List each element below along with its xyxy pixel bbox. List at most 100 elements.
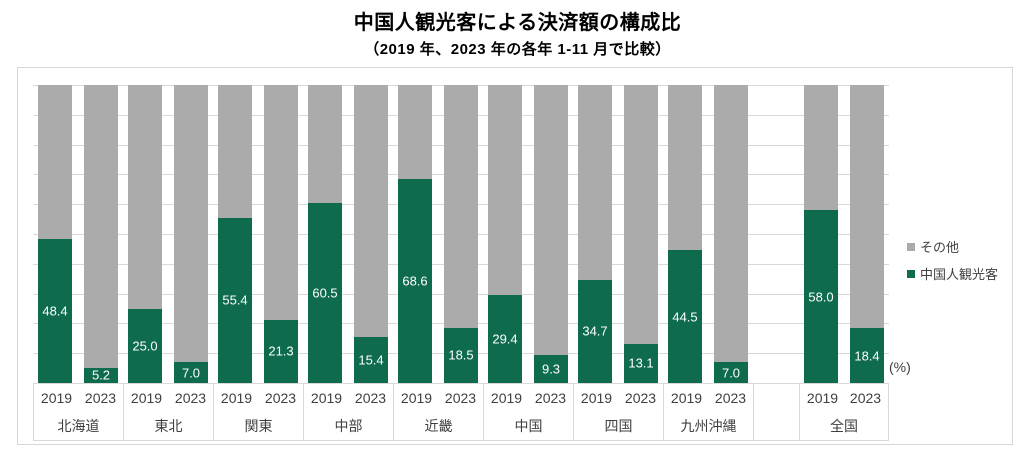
region-tick-label: 近畿 (424, 418, 453, 434)
value-label: 18.5 (448, 347, 474, 363)
chinese-tourist-segment: 5.2 (84, 367, 118, 383)
legend-label-other: その他 (920, 240, 960, 255)
axis-cell: 2019 2023 全国 (799, 384, 889, 440)
legend-item-chinese-tourist: 中国人観光客 (907, 264, 998, 283)
chinese-tourist-segment: 25.0 (128, 308, 162, 383)
value-label: 68.6 (402, 273, 428, 289)
value-label: 55.4 (222, 292, 248, 308)
year-tick-label: 2019 (310, 390, 343, 406)
other-segment (308, 85, 342, 203)
chart-subtitle: （2019 年、2023 年の各年 1-11 月で比較） (364, 41, 671, 58)
year-tick-label: 2019 (670, 390, 703, 406)
year-tick-label: 2019 (130, 390, 163, 406)
region-tick-label: 東北 (154, 418, 183, 434)
value-label: 7.0 (721, 365, 741, 381)
bar-group-spacer (753, 85, 799, 383)
value-label: 13.1 (628, 355, 654, 371)
chinese-tourist-segment: 34.7 (578, 279, 612, 383)
unit-label: (%) (889, 359, 911, 375)
bar-group: 25.0 7.0 (123, 85, 213, 383)
other-segment (218, 85, 252, 218)
bar-group: 29.4 9.3 (483, 85, 573, 383)
bar-group: 68.6 18.5 (393, 85, 483, 383)
year-tick-label: 2023 (84, 390, 117, 406)
value-label: 48.4 (42, 303, 68, 319)
chinese-tourist-segment: 29.4 (488, 295, 522, 383)
legend-item-other: その他 (907, 237, 998, 256)
stacked-bar-2023: 18.5 (444, 85, 478, 383)
year-tick-label: 2019 (400, 390, 433, 406)
value-label: 18.4 (854, 348, 880, 364)
other-segment (668, 85, 702, 251)
other-segment (804, 85, 838, 211)
other-segment (38, 85, 72, 239)
axis-cell: 2019 2023 中国 (483, 384, 573, 440)
chinese-tourist-segment: 44.5 (668, 250, 702, 383)
bar-group: 60.5 15.4 (303, 85, 393, 383)
chinese-tourist-segment: 58.0 (804, 210, 838, 383)
region-tick-label: 九州沖縄 (680, 418, 737, 434)
other-segment (578, 85, 612, 280)
region-tick-label: 四国 (604, 418, 633, 434)
stacked-bar-2019: 29.4 (488, 85, 522, 383)
region-tick-label: 関東 (244, 418, 273, 434)
other-segment (174, 85, 208, 363)
bar-group: 55.4 21.3 (213, 85, 303, 383)
other-swatch-icon (907, 242, 915, 251)
region-tick-label: 北海道 (57, 418, 100, 434)
category-axis: 2019 2023 北海道 2019 2023 東北 2019 2023 関東 2019 2023 中… (33, 383, 889, 441)
bar-group: 44.5 7.0 (663, 85, 753, 383)
legend-label-chinese-tourist: 中国人観光客 (920, 267, 999, 282)
year-tick-label: 2019 (490, 390, 523, 406)
value-label: 34.7 (582, 323, 608, 339)
bar-group: 48.4 5.2 (33, 85, 123, 383)
year-tick-label: 2023 (624, 390, 657, 406)
stacked-bar-2019: 48.4 (38, 85, 72, 383)
value-label: 7.0 (181, 365, 201, 381)
bar-groups: 48.4 5.2 25.0 7.0 55.4 21.3 60.5 15.4 68.6 18.5 29… (33, 85, 889, 383)
stacked-bar-2023: 18.4 (850, 85, 884, 383)
year-tick-label: 2023 (534, 390, 567, 406)
stacked-bar-2023: 15.4 (354, 85, 388, 383)
value-label: 58.0 (808, 289, 834, 305)
axis-cell: 2019 2023 北海道 (33, 384, 123, 440)
other-segment (398, 85, 432, 179)
stacked-bar-2023: 13.1 (624, 85, 658, 383)
value-label: 29.4 (492, 331, 518, 347)
value-label: 44.5 (672, 309, 698, 325)
value-label: 25.0 (132, 338, 158, 354)
stacked-bar-2019: 44.5 (668, 85, 702, 383)
value-label: 60.5 (312, 285, 338, 301)
other-segment (354, 85, 388, 338)
axis-cell: 2019 2023 近畿 (393, 384, 483, 440)
bar-group: 34.7 13.1 (573, 85, 663, 383)
axis-cell-spacer (753, 384, 799, 440)
other-segment (534, 85, 568, 356)
stacked-bar-2019: 55.4 (218, 85, 252, 383)
region-tick-label (754, 412, 799, 440)
axis-cell: 2019 2023 中部 (303, 384, 393, 440)
stacked-bar-2023: 7.0 (174, 85, 208, 383)
year-tick-label: 2023 (444, 390, 477, 406)
plot-area: 48.4 5.2 25.0 7.0 55.4 21.3 60.5 15.4 68.6 18.5 29… (33, 85, 889, 384)
chinese-tourist-segment: 18.4 (850, 328, 884, 383)
year-tick-label: 2023 (849, 390, 882, 406)
stacked-bar-2019: 60.5 (308, 85, 342, 383)
year-tick-label: 2019 (40, 390, 73, 406)
bar-group: 58.0 18.4 (799, 85, 889, 383)
chinese-tourist-segment: 21.3 (264, 319, 298, 383)
axis-cell: 2019 2023 四国 (573, 384, 663, 440)
region-tick-label: 全国 (830, 418, 858, 434)
value-label: 21.3 (268, 343, 294, 359)
year-tick-label: 2023 (264, 390, 297, 406)
other-segment (128, 85, 162, 309)
chinese-tourist-swatch-icon (907, 269, 915, 278)
chinese-tourist-segment: 7.0 (174, 362, 208, 383)
chinese-tourist-segment: 9.3 (534, 355, 568, 383)
year-tick-label: 2019 (580, 390, 613, 406)
axis-cell: 2019 2023 東北 (123, 384, 213, 440)
other-segment (264, 85, 298, 320)
legend: その他 中国人観光客 (907, 237, 998, 283)
stacked-bar-2023: 9.3 (534, 85, 568, 383)
